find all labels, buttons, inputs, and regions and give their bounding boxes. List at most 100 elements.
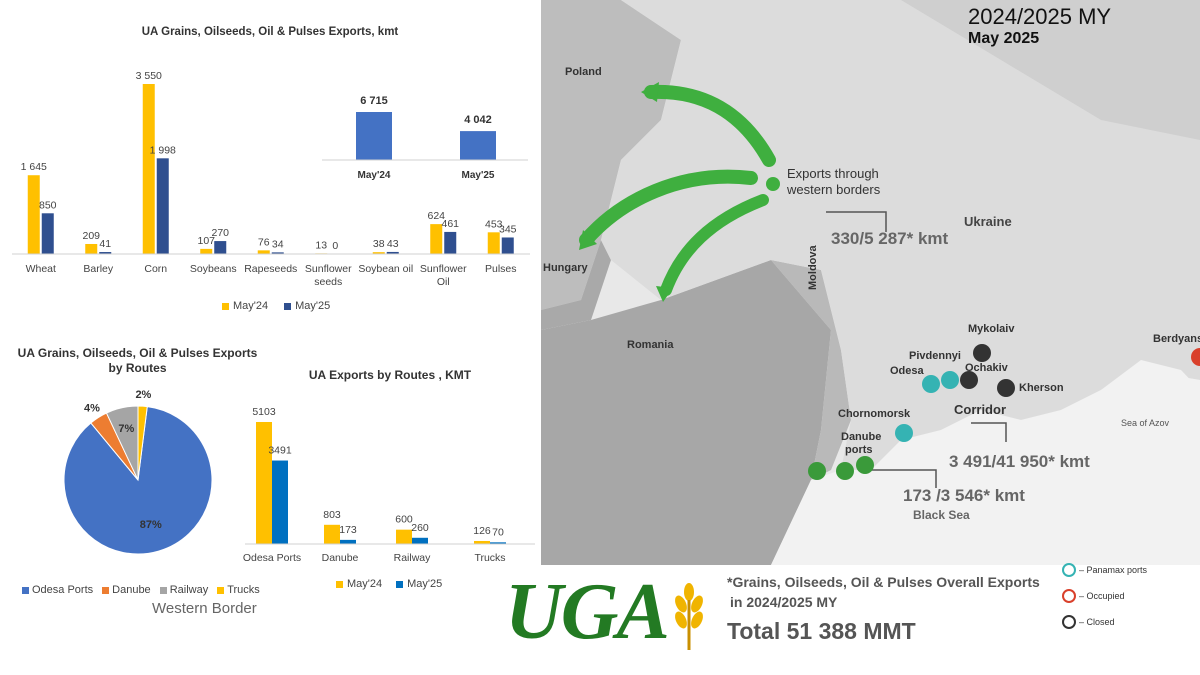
route-bar-railway-may24	[396, 529, 412, 544]
bar-barley-may24	[85, 243, 98, 254]
port-label-kherson: Kherson	[1019, 382, 1064, 394]
arrow-head-hungary	[579, 230, 597, 250]
panamax-port-chornomorsk	[895, 424, 913, 442]
port-label-odesa: Odesa	[890, 365, 924, 377]
data-label: 345	[499, 223, 517, 235]
route-data-label: 5103	[252, 406, 276, 418]
bar-soybeans-may24	[200, 248, 213, 254]
country-romania: Romania	[627, 339, 674, 351]
logo-text: UGA	[505, 568, 670, 656]
data-label: 624	[427, 210, 445, 222]
bar-pulses-may25	[501, 237, 514, 254]
route-data-label: 173	[339, 524, 357, 536]
route-category-label: Trucks	[474, 552, 505, 564]
route-category-label: Danube	[322, 552, 359, 564]
category-label: Oil	[437, 276, 450, 288]
route-bar-trucks-may25	[490, 542, 506, 544]
route-category-label: Railway	[394, 552, 432, 564]
exports-origin-dot	[766, 177, 780, 191]
route-data-label: 803	[323, 509, 341, 521]
arrow-head-romania	[656, 286, 673, 302]
arrow-head-poland	[641, 82, 659, 102]
footer-note-line2: in 2024/2025 MY	[730, 594, 838, 610]
western-value: 330/5 287* kmt	[831, 229, 949, 248]
data-label: 1 645	[21, 161, 47, 173]
legend-label: May'24	[347, 578, 383, 590]
totals-inset-svg: 6 715 May'24 4 042 May'25	[322, 95, 528, 181]
pie-label: 2%	[135, 389, 151, 401]
pie-slice-odesa-ports	[63, 406, 213, 555]
pie-label: 87%	[140, 519, 162, 531]
azov-sea-region	[1101, 360, 1200, 440]
legend-swatch-may25	[396, 580, 404, 588]
route-bar-trucks-may24	[474, 540, 490, 544]
map-header-month: May 2025	[968, 30, 1040, 47]
panamax-port-pivdennyi	[941, 371, 959, 389]
country-poland: Poland	[565, 66, 602, 78]
pie-legend-label: Danube	[112, 584, 151, 596]
pie-slice-trucks	[137, 405, 148, 481]
data-label: 461	[441, 218, 459, 230]
legend-occupied: – Occupied	[1062, 586, 1147, 606]
category-label: Sunflower	[305, 263, 352, 275]
data-label: 107	[197, 235, 215, 247]
pie-caption: Western Border	[152, 600, 257, 617]
total-label: 4 042	[464, 114, 492, 126]
legend-panamax-label: – Panamax ports	[1079, 565, 1148, 575]
legend-occupied-label: – Occupied	[1079, 591, 1125, 601]
country-hungary: Hungary	[543, 262, 588, 274]
poland-region	[541, 0, 681, 310]
total-category: May'24	[358, 170, 391, 181]
legend-label: May'25	[407, 578, 443, 590]
route-data-label: 260	[411, 522, 429, 534]
footer-total: Total 51 388 MMT	[727, 618, 916, 644]
footer-note-line1: *Grains, Oilseeds, Oil & Pulses Overall …	[727, 574, 1040, 590]
legend-label: May'25	[295, 300, 331, 312]
western-callout-line	[826, 211, 887, 232]
routes-chart-title: UA Exports by Routes , KMT	[308, 368, 472, 382]
total-bar-may24	[356, 112, 392, 160]
port-label-pivdennyi: Pivdennyi	[909, 350, 961, 362]
danube-label-line: Danube	[841, 431, 882, 443]
data-label: 34	[272, 238, 284, 250]
data-label: 13	[315, 239, 327, 251]
danube-port-3	[856, 456, 874, 474]
occupied-port-berdyansk	[1191, 348, 1200, 366]
total-label: 6 715	[360, 95, 388, 107]
route-data-label: 70	[492, 526, 504, 538]
pie-title-line: UA Grains, Oilseeds, Oil & Pulses Export…	[17, 346, 258, 360]
legend-panamax: – Panamax ports	[1062, 560, 1147, 580]
route-bar-danube-may24	[324, 524, 340, 544]
legend-closed: – Closed	[1062, 612, 1147, 632]
legend-swatch-may25	[284, 302, 292, 310]
data-label: 453	[485, 218, 503, 230]
closed-port-ochakiv	[960, 371, 978, 389]
danube-label-line: ports	[845, 444, 873, 456]
closed-port-kherson	[997, 379, 1015, 397]
category-label: seeds	[314, 276, 342, 288]
danube-port-1	[808, 462, 826, 480]
black-sea-label: Black Sea	[913, 508, 970, 522]
port-label-berdyansk: Berdyans	[1153, 333, 1200, 345]
pie-legend-label: Trucks	[227, 584, 260, 596]
pie-svg: 87% 4% 7% 2%	[63, 389, 213, 555]
category-label: Soybean oil	[358, 263, 413, 275]
category-label: Rapeseeds	[244, 263, 297, 275]
pie-label: 4%	[84, 402, 100, 414]
pie-legend-label: Odesa Ports	[32, 584, 94, 596]
total-bar-may25	[460, 131, 496, 160]
exports-label-line: Exports through	[787, 166, 879, 181]
pie-title-line: by Routes	[108, 361, 167, 375]
north-region	[901, 0, 1200, 140]
chart1-legend: May'24 May'25	[222, 300, 330, 312]
exports-label-line: western borders	[787, 182, 881, 197]
corridor-label: Corridor	[954, 402, 1006, 417]
black-sea-region	[771, 370, 1200, 565]
bar-corn-may25	[156, 158, 169, 254]
route-data-label: 126	[473, 525, 491, 537]
bar-soybean-oil-may24	[372, 252, 385, 254]
bar-soybean-oil-may25	[386, 251, 399, 254]
route-category-label: Odesa Ports	[243, 552, 301, 564]
hungary-region	[541, 240, 611, 330]
